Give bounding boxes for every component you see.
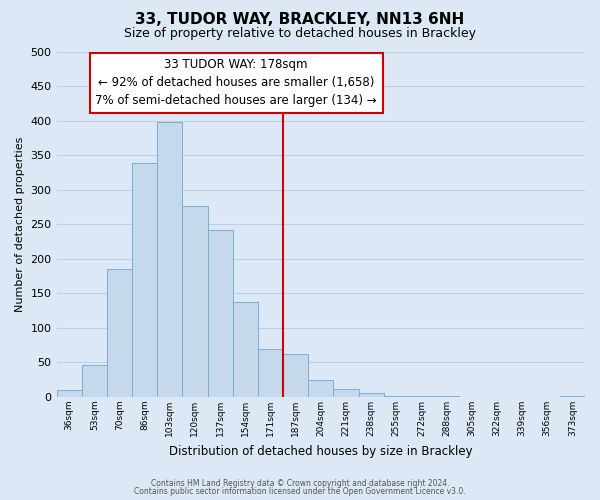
Bar [182,206,208,397]
Bar [409,396,434,397]
Bar [82,364,107,397]
Bar [157,122,182,397]
Text: Contains HM Land Registry data © Crown copyright and database right 2024.: Contains HM Land Registry data © Crown c… [151,478,449,488]
Text: Contains public sector information licensed under the Open Government Licence v3: Contains public sector information licen… [134,487,466,496]
Text: 33 TUDOR WAY: 178sqm
← 92% of detached houses are smaller (1,658)
7% of semi-det: 33 TUDOR WAY: 178sqm ← 92% of detached h… [95,58,377,108]
Bar [383,396,409,397]
Bar [208,230,233,397]
Bar [258,348,283,397]
Bar [233,302,258,397]
Text: 33, TUDOR WAY, BRACKLEY, NN13 6NH: 33, TUDOR WAY, BRACKLEY, NN13 6NH [136,12,464,28]
Bar [560,396,585,397]
Bar [56,390,82,397]
X-axis label: Distribution of detached houses by size in Brackley: Distribution of detached houses by size … [169,444,473,458]
Bar [359,393,383,397]
Bar [334,388,359,397]
Bar [434,396,459,397]
Bar [283,354,308,397]
Y-axis label: Number of detached properties: Number of detached properties [15,136,25,312]
Bar [132,164,157,397]
Bar [107,269,132,397]
Bar [308,380,334,397]
Text: Size of property relative to detached houses in Brackley: Size of property relative to detached ho… [124,28,476,40]
